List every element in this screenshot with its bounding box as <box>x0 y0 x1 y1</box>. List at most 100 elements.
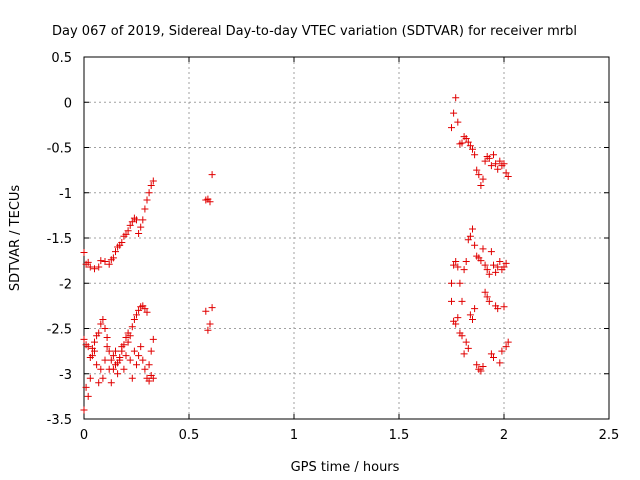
data-point <box>483 266 491 274</box>
data-point <box>466 311 474 319</box>
data-point <box>135 229 143 237</box>
data-point <box>118 347 126 355</box>
data-point <box>105 260 113 268</box>
y-tick-label: -0.5 <box>47 142 72 157</box>
data-point <box>462 338 470 346</box>
data-point <box>479 245 487 253</box>
data-point <box>487 162 495 170</box>
data-point <box>95 329 103 337</box>
data-point <box>80 335 88 343</box>
data-point <box>452 320 460 328</box>
data-point <box>107 356 115 364</box>
data-point <box>454 118 462 126</box>
data-point <box>500 263 508 271</box>
data-point <box>109 352 117 360</box>
y-tick-label: -3.5 <box>47 413 72 428</box>
data-point <box>135 352 143 360</box>
data-point <box>99 315 107 323</box>
data-point <box>502 343 510 351</box>
data-point <box>109 365 117 373</box>
data-point <box>99 374 107 382</box>
data-point <box>494 165 502 173</box>
data-point <box>458 139 466 147</box>
data-point <box>477 257 485 265</box>
data-point <box>137 343 145 351</box>
data-point <box>114 359 122 367</box>
data-point <box>122 334 130 342</box>
data-point <box>462 258 470 266</box>
data-point <box>101 356 109 364</box>
data-point <box>452 94 460 102</box>
data-point <box>464 344 472 352</box>
data-point <box>485 154 493 162</box>
data-point <box>84 392 92 400</box>
y-tick-label: -2.5 <box>47 323 72 338</box>
data-point <box>82 383 90 391</box>
data-point <box>208 304 216 312</box>
data-point <box>103 334 111 342</box>
data-point <box>84 343 92 351</box>
data-point <box>149 177 157 185</box>
data-point <box>107 379 115 387</box>
data-point <box>502 169 510 177</box>
data-point <box>487 350 495 358</box>
data-point <box>204 326 212 334</box>
data-point <box>471 241 479 249</box>
data-point <box>120 341 128 349</box>
data-point <box>80 406 88 414</box>
data-markers <box>80 94 512 414</box>
data-point <box>469 145 476 153</box>
data-point <box>137 223 145 231</box>
data-point <box>120 365 128 373</box>
data-point <box>448 124 455 132</box>
data-point <box>116 353 124 361</box>
x-tick-label: 0.5 <box>179 428 200 443</box>
grid <box>84 57 609 419</box>
data-point <box>145 189 153 197</box>
data-point <box>84 258 92 266</box>
data-point <box>494 305 502 313</box>
x-tick-label: 1.5 <box>389 428 410 443</box>
data-point <box>466 142 474 150</box>
x-tick-label: 1 <box>290 428 298 443</box>
data-point <box>101 258 109 266</box>
data-point <box>101 325 109 332</box>
data-point <box>128 374 136 382</box>
data-point <box>492 268 500 276</box>
data-point <box>477 182 485 190</box>
data-point <box>460 266 468 274</box>
data-point <box>145 377 153 385</box>
data-point <box>487 248 495 256</box>
data-point <box>479 363 487 371</box>
y-tick-label: -3 <box>59 368 72 383</box>
data-point <box>471 151 479 159</box>
data-point <box>139 356 147 364</box>
data-point <box>88 344 96 352</box>
chart-title: Day 067 of 2019, Sidereal Day-to-day VTE… <box>52 24 577 39</box>
y-tick-label: 0.5 <box>51 51 72 66</box>
data-point <box>462 134 470 142</box>
data-point <box>458 297 466 305</box>
data-point <box>145 361 153 369</box>
data-point <box>130 347 138 355</box>
x-tick-label: 0 <box>80 428 88 443</box>
data-point <box>122 352 130 360</box>
axis-ticks: 0 0.5 1 1.5 2 2.5 0.5 0 -0.5 -1 -1.5 -2 -2.5 -3 -3.5 <box>47 51 620 443</box>
data-point <box>133 361 140 369</box>
data-point <box>139 216 147 224</box>
data-point <box>473 361 481 369</box>
data-point <box>86 353 94 361</box>
data-point <box>86 374 94 382</box>
data-point <box>490 151 497 159</box>
y-tick-label: -2 <box>59 277 72 292</box>
data-point <box>498 347 506 355</box>
data-point <box>471 305 479 313</box>
data-point <box>149 335 157 343</box>
data-point <box>97 320 105 328</box>
data-point <box>122 230 130 238</box>
data-point <box>208 171 216 179</box>
data-point <box>452 258 460 266</box>
data-point <box>118 239 126 247</box>
data-point <box>496 157 504 165</box>
data-point <box>464 138 472 146</box>
